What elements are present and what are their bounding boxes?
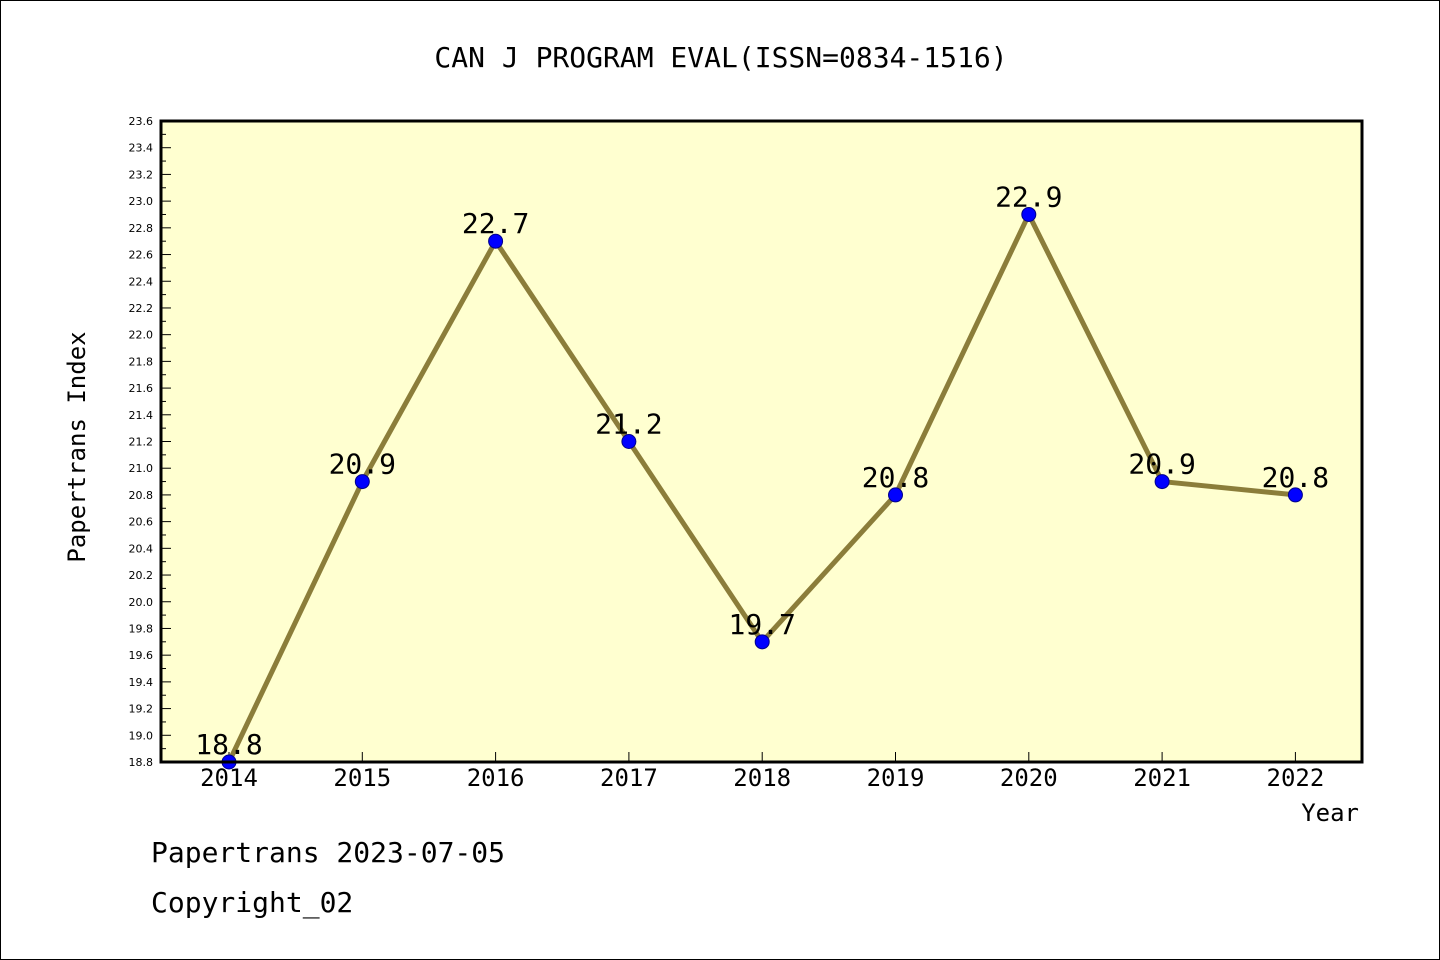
y-tick-label: 21.0 (129, 462, 154, 475)
data-point-marker (621, 434, 637, 449)
y-tick-label: 23.2 (129, 168, 154, 181)
y-tick-label: 20.6 (129, 516, 154, 529)
y-tick-label: 22.8 (129, 222, 154, 235)
data-label: 20.8 (862, 461, 929, 494)
data-label: 19.7 (728, 608, 795, 641)
data-point-marker (1021, 206, 1037, 222)
y-tick-label: 20.8 (129, 489, 154, 502)
y-tick-label: 21.8 (129, 355, 154, 368)
x-axis: 2014 2015 2016 2017 2018 2019 2020 2021 2022 (200, 752, 1324, 792)
y-tick-label: 18.8 (129, 756, 154, 769)
y-tick-label: 20.4 (129, 542, 154, 555)
y-tick-label: 21.4 (129, 409, 154, 422)
y-tick-label: 21.6 (129, 382, 154, 395)
x-tick-label: 2018 (733, 764, 791, 792)
y-tick-label: 22.4 (129, 275, 154, 288)
x-tick-label: 2015 (333, 764, 391, 792)
data-label: 21.2 (595, 408, 662, 441)
data-label: 20.8 (1262, 461, 1329, 494)
data-point-marker (1287, 487, 1303, 503)
y-tick-label: 23.4 (129, 142, 154, 155)
footer-date: Papertrans 2023-07-05 (151, 836, 506, 869)
x-tick-label: 2020 (1000, 764, 1058, 792)
y-tick-label: 22.2 (129, 302, 154, 315)
y-tick-label: 19.6 (129, 649, 154, 662)
y-tick-label: 21.2 (129, 436, 154, 449)
x-tick-label: 2019 (867, 764, 925, 792)
plot-area (161, 121, 1362, 762)
y-tick-label: 19.0 (129, 729, 154, 742)
y-tick-label: 19.8 (129, 622, 154, 635)
y-tick-label: 19.2 (129, 703, 154, 716)
y-tick-label: 22.6 (129, 249, 154, 262)
data-point-marker (754, 634, 770, 650)
chart-title: CAN J PROGRAM EVAL(ISSN=0834-1516) (434, 41, 1007, 74)
data-point-marker (488, 233, 504, 249)
y-tick-label: 20.0 (129, 596, 154, 609)
x-tick-label: 2016 (467, 764, 525, 792)
y-tick-label: 22.0 (129, 329, 154, 342)
y-tick-label: 20.2 (129, 569, 154, 582)
x-tick-label: 2017 (600, 764, 658, 792)
plot-border (159, 119, 1364, 764)
data-label: 22.9 (995, 180, 1062, 213)
data-point-marker (354, 474, 370, 490)
footer-copyright: Copyright_02 (151, 886, 354, 919)
data-label: 22.7 (462, 207, 529, 240)
data-point-marker (1154, 474, 1170, 490)
x-tick-label: 2021 (1133, 764, 1191, 792)
y-tick-label: 23.6 (129, 115, 154, 128)
y-tick-label: 23.0 (129, 195, 154, 208)
data-label: 20.9 (329, 448, 396, 481)
data-series: 18.8 20.9 22.7 21.2 19.7 20.8 22.9 20.9 20.8 (195, 180, 1329, 770)
y-tick-label: 19.4 (129, 676, 154, 689)
data-point-marker (888, 487, 903, 503)
data-label: 20.9 (1128, 448, 1195, 481)
y-axis-label: Papertrans Index (63, 331, 91, 562)
x-axis-label: Year (1301, 799, 1359, 827)
x-tick-label: 2022 (1267, 764, 1325, 792)
y-axis: 18.8 19.0 19.2 19.4 19.6 19.8 20.0 20.2 20.4 20.6… (129, 115, 171, 769)
data-label: 18.8 (195, 728, 262, 761)
